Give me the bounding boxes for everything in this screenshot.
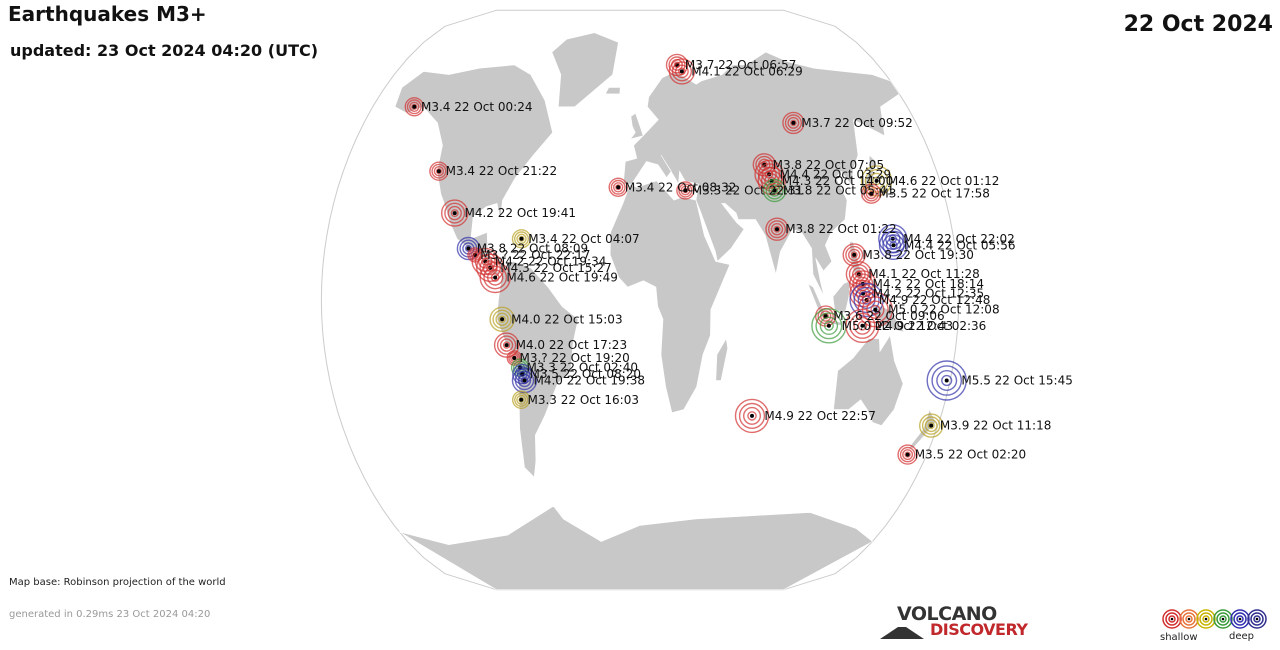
legend-ring — [1196, 609, 1216, 629]
legend-shallow-label: shallow — [1160, 632, 1198, 643]
volcanodiscovery-logo[interactable]: VOLCANO DISCOVERY — [880, 603, 1040, 643]
legend-ring — [1179, 609, 1199, 629]
quake-marker[interactable] — [861, 183, 882, 204]
logo-text-discovery: DISCOVERY — [930, 620, 1028, 639]
quake-label: M4.6 22 Oct 01:12 — [888, 174, 999, 188]
quake-label: M3.? 22 Oct 22:17 — [480, 248, 590, 262]
quake-label: M4.9 22 Oct 12:48 — [879, 293, 990, 307]
quake-label: M4.2 22 Oct 18:14 — [873, 277, 984, 291]
earthquake-markers — [404, 53, 967, 465]
quake-marker[interactable] — [897, 444, 918, 465]
quake-marker[interactable] — [608, 177, 628, 198]
legend-ring — [1230, 609, 1250, 629]
quake-marker[interactable] — [919, 413, 944, 438]
quake-label: M4.2 22 Oct 19:34 — [495, 254, 606, 268]
logo-text-volcano: VOLCANO — [897, 603, 997, 625]
quake-label: M3.8 22 Oct 19:30 — [862, 248, 973, 262]
quake-label: M3.5 22 Oct 02:20 — [915, 448, 1026, 462]
quake-label: M3.3 22 Oct 16:03 — [528, 393, 639, 407]
quake-label: M4.3 22 Oct 15:27 — [500, 261, 611, 275]
quake-marker[interactable] — [489, 306, 515, 332]
land-uk — [629, 112, 644, 140]
quake-marker[interactable] — [404, 97, 424, 117]
land-antarctica — [399, 505, 874, 591]
legend-deep-label: deep — [1229, 631, 1254, 642]
land-australia — [833, 334, 904, 426]
quake-label: M4.3 22 Oct 14:00 — [782, 174, 893, 188]
land-africa — [609, 180, 731, 414]
legend-ring — [1213, 609, 1233, 629]
quake-label: M4.4 22 Oct 22:02 — [903, 232, 1014, 246]
quake-label: M4.0 22 Oct 19:38 — [534, 374, 645, 388]
quake-label: M4.2 22 Oct 19:41 — [465, 206, 576, 220]
quake-label: M4.1 22 Oct 11:28 — [868, 267, 979, 281]
quake-marker[interactable] — [668, 58, 696, 85]
land-north-america — [394, 64, 553, 275]
quake-marker[interactable] — [765, 217, 789, 241]
quake-marker[interactable] — [926, 360, 967, 401]
quake-marker[interactable] — [782, 111, 805, 135]
land-madagascar — [715, 337, 729, 381]
quake-label: M3.? 22 Oct 19:20 — [520, 351, 630, 365]
land-masses — [394, 32, 936, 591]
quake-marker[interactable] — [676, 181, 695, 200]
quake-marker[interactable] — [479, 261, 511, 294]
quake-marker[interactable] — [878, 230, 909, 261]
quake-label: M3.8 22 Oct 07:05 — [773, 158, 884, 172]
quake-label: M3.7 22 Oct 09:52 — [801, 116, 912, 130]
quake-label: M4.4 22 Oct 03:29 — [780, 167, 891, 181]
quake-label: M4.1 22 Oct 06:29 — [691, 64, 802, 78]
date-label: 22 Oct 2024 — [1123, 12, 1273, 37]
quake-marker[interactable] — [429, 161, 449, 181]
land-greenland — [551, 32, 619, 108]
quake-label: M4.6 22 Oct 19:49 — [506, 271, 617, 285]
depth-legend: shallow deep — [1160, 608, 1270, 648]
map-title: Earthquakes M3+ — [8, 2, 207, 26]
quake-label: M3.5 22 Oct 17:58 — [878, 187, 989, 201]
quake-marker[interactable] — [441, 199, 469, 227]
land-eurasia — [622, 51, 900, 297]
legend-ring — [1247, 609, 1267, 629]
updated-timestamp: updated: 23 Oct 2024 04:20 (UTC) — [10, 41, 319, 60]
quake-marker[interactable] — [762, 178, 787, 203]
quake-label: M3.3 22 Oct 02:40 — [527, 361, 638, 375]
quake-label: M3.7 22 Oct 06:57 — [685, 58, 796, 72]
quake-label: M3.8 22 Oct 05:41 — [783, 184, 894, 198]
quake-label: M5.5 22 Oct 15:45 — [961, 374, 1072, 388]
legend-rings-icon — [1162, 609, 1267, 629]
quake-label: M4.9 22 Oct 02:36 — [875, 319, 986, 333]
quake-label: M4.0 22 Oct 17:23 — [516, 338, 627, 352]
legend-ring — [1162, 609, 1182, 629]
quake-label: M3.4 22 Oct 04:07 — [528, 232, 639, 246]
generated-note: generated in 0.29ms 23 Oct 2024 04:20 — [9, 609, 211, 620]
quake-label: M4.9 22 Oct 22:57 — [764, 409, 875, 423]
quake-marker[interactable] — [857, 292, 893, 328]
quake-label: M3.3 22 Oct 22:31 — [692, 184, 803, 198]
quake-label: M3.9 22 Oct 11:18 — [940, 419, 1051, 433]
map-base-note: Map base: Robinson projection of the wor… — [9, 577, 226, 588]
quake-label: M3.8 22 Oct 01:22 — [785, 222, 896, 236]
quake-label: M5.0 22 Oct 12:08 — [888, 303, 999, 317]
quake-label: M3.5 22 Oct 08:20 — [530, 367, 641, 381]
quake-label: M3.6 22 Oct 09:06 — [833, 309, 944, 323]
quake-label: M5.0 22 Oct 12:43 — [842, 319, 953, 333]
quake-marker[interactable] — [493, 332, 520, 358]
volcano-icon — [880, 627, 924, 639]
quake-marker[interactable] — [734, 398, 770, 434]
quake-marker[interactable] — [511, 229, 532, 249]
quake-label: M4.0 22 Oct 15:03 — [511, 312, 622, 326]
quake-label: M3.4 22 Oct 00:24 — [421, 100, 532, 114]
quake-label: M4.4 22 Oct 05:56 — [904, 238, 1015, 252]
quake-label: M3.4 22 Oct 08:32 — [625, 180, 736, 194]
quake-label: M3.4 22 Oct 21:22 — [446, 164, 557, 178]
land-iceland — [604, 87, 621, 95]
quake-label: M4.2 22 Oct 12:35 — [873, 287, 984, 301]
quake-label: M3.8 22 Oct 08:09 — [477, 242, 588, 256]
quake-marker[interactable] — [512, 390, 531, 409]
